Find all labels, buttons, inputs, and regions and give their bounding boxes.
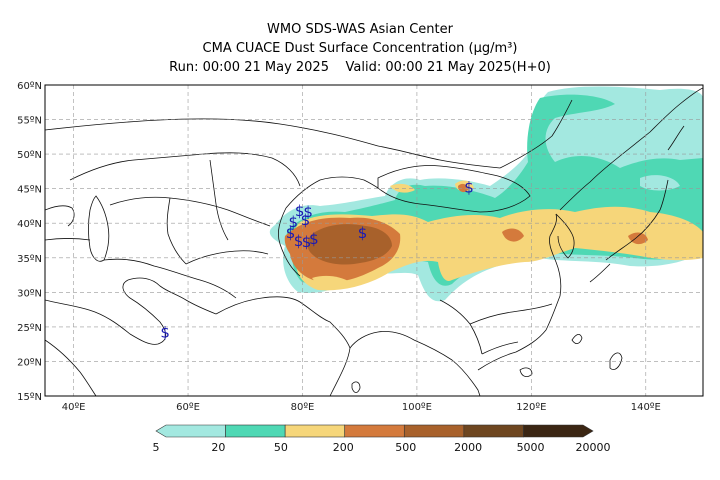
colorbar-segment bbox=[523, 424, 594, 438]
dust-storm-symbol: $ bbox=[358, 224, 368, 242]
lon-label: 100ºE bbox=[402, 402, 432, 413]
gridlines bbox=[45, 85, 703, 396]
colorbar-segment bbox=[284, 424, 346, 438]
dust-storm-symbol: $ bbox=[301, 211, 311, 229]
title-line-1: WMO SDS-WAS Asian Center bbox=[267, 22, 453, 37]
colorbar-tick-label: 20000 bbox=[576, 441, 611, 454]
colorbar-tick-label: 5 bbox=[153, 441, 160, 454]
lon-label: 140ºE bbox=[631, 402, 661, 413]
lat-label: 45ºN bbox=[17, 185, 42, 196]
colorbar-tick-label: 50 bbox=[274, 441, 288, 454]
dust-storm-symbol: $ bbox=[286, 224, 296, 242]
colorbar-segment bbox=[403, 424, 465, 438]
lat-label: 60ºN bbox=[17, 81, 42, 92]
colorbar-segment bbox=[463, 424, 524, 438]
dust-storm-symbol: $ bbox=[295, 202, 305, 220]
dust-storm-symbol: $ bbox=[160, 323, 170, 341]
colorbar-segment bbox=[344, 424, 405, 438]
lat-label: 25ºN bbox=[17, 323, 42, 334]
lon-label: 40ºE bbox=[62, 402, 86, 413]
dust-storm-symbol: $ bbox=[303, 203, 313, 221]
lon-label: 60ºE bbox=[176, 402, 200, 413]
lat-label: 40ºN bbox=[17, 219, 42, 230]
title-line-3: Run: 00:00 21 May 2025 Valid: 00:00 21 M… bbox=[0, 60, 720, 76]
colorbar-tick-label: 5000 bbox=[517, 441, 545, 454]
map-frame bbox=[44, 84, 704, 397]
colorbar-segments bbox=[155, 424, 594, 438]
lat-label: 50ºN bbox=[17, 150, 42, 161]
lat-label: 35ºN bbox=[17, 254, 42, 265]
dust-fill-layer bbox=[269, 86, 703, 302]
colorbar-tick-label: 2000 bbox=[454, 441, 482, 454]
lat-label: 15ºN bbox=[17, 392, 42, 403]
dust-storm-markers: $ $$ $$$$$ $$$ bbox=[160, 178, 473, 341]
dust-storm-symbol: $ bbox=[309, 230, 319, 248]
longitude-labels: 40ºE 60ºE 80ºE 100ºE 120ºE 140ºE bbox=[62, 402, 661, 413]
valid-time: Valid: 00:00 21 May 2025(H+0) bbox=[345, 60, 551, 75]
dust-storm-symbol: $ bbox=[294, 232, 304, 250]
run-time: Run: 00:00 21 May 2025 bbox=[169, 60, 329, 75]
dust-storm-symbol: $ bbox=[464, 178, 474, 196]
latitude-labels: 60ºN 55ºN 50ºN 45ºN 40ºN 35ºN 30ºN 25ºN 20ºN 15ºN bbox=[17, 81, 42, 403]
lat-label: 30ºN bbox=[17, 288, 42, 299]
colorbar-segment bbox=[155, 424, 226, 438]
dust-storm-symbol: $ bbox=[302, 233, 312, 251]
colorbar-tick-label: 20 bbox=[211, 441, 225, 454]
colorbar-labels: 5 20 50 200 500 2000 5000 20000 bbox=[153, 441, 611, 454]
dust-storm-symbol: $ bbox=[289, 213, 299, 231]
colorbar-segment bbox=[225, 424, 286, 438]
lat-label: 55ºN bbox=[17, 116, 42, 127]
lat-label: 20ºN bbox=[17, 357, 42, 368]
colorbar-tick-label: 500 bbox=[395, 441, 416, 454]
lon-label: 120ºE bbox=[516, 402, 546, 413]
title-line-2: CMA CUACE Dust Surface Concentration (μg… bbox=[202, 41, 518, 56]
lon-label: 80ºE bbox=[291, 402, 315, 413]
colorbar-tick-label: 200 bbox=[333, 441, 354, 454]
